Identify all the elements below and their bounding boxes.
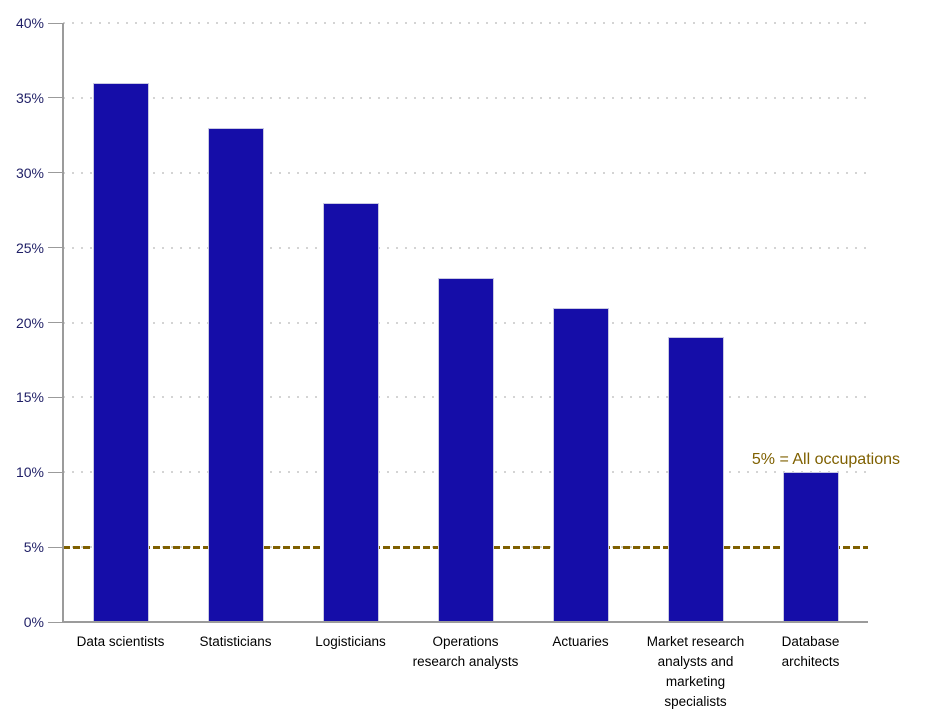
y-axis-label: 35% [15,89,44,106]
x-axis-line [63,621,868,623]
y-axis-label: 20% [15,314,44,331]
gridline [63,22,868,24]
x-axis-label: Operations research analysts [412,634,519,669]
y-axis-tick [48,22,63,24]
x-axis-label: Database architects [781,634,840,669]
bar-operations-research-analysts [437,277,494,622]
x-axis-label: Statisticians [199,634,272,649]
bar-market-research-analysts-and-marketing-specialists [667,337,724,622]
y-axis-tick [48,396,63,398]
y-axis-tick [48,172,63,174]
y-axis-label: 5% [23,539,44,556]
x-axis-label: Actuaries [552,634,609,649]
y-axis-label: 40% [15,15,44,31]
y-axis-line [62,23,64,622]
y-axis-tick [48,322,63,323]
y-axis-label: 10% [15,464,44,481]
y-axis-label: 15% [15,389,44,406]
gridline [63,171,868,174]
bar-logisticians [322,202,379,622]
y-axis-tick [48,471,63,473]
bar-statisticians [207,127,264,622]
plot-area [63,22,868,622]
x-axis-label: Market research analysts and marketing spec… [646,634,745,709]
x-axis-label: Data scientists [76,634,165,649]
x-axis-label: Logisticians [315,634,386,649]
bar-data-scientists [92,82,149,622]
bar-actuaries [552,307,609,622]
y-axis-label: 25% [15,239,44,256]
y-axis-label: 0% [23,614,44,630]
reference-line-annotation: 5% = All occupations [751,451,900,468]
y-axis-label: 30% [15,164,44,181]
bar-database-architects [782,472,839,622]
gridline [63,96,868,99]
y-axis-tick [48,546,63,548]
gridline [63,246,868,249]
y-axis-tick [48,247,63,249]
y-axis-tick [48,97,63,99]
y-axis-tick [48,621,63,623]
